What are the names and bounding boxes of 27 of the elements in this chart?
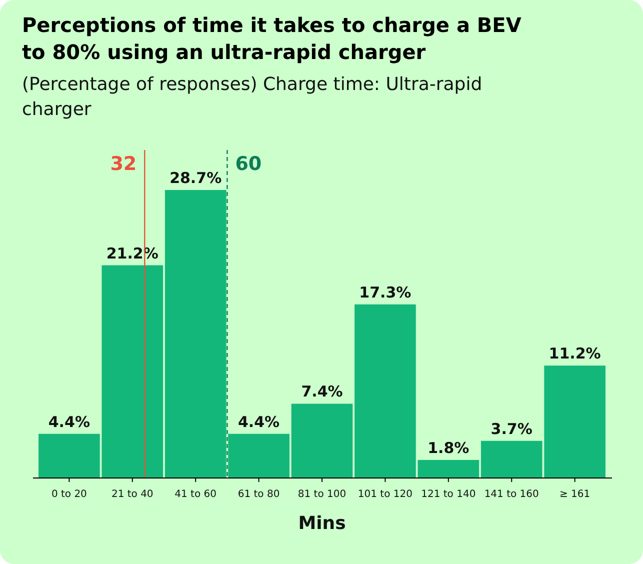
x-tick-label: 121 to 140 (421, 489, 476, 500)
data-label: 3.7% (490, 420, 532, 438)
bar (291, 404, 353, 478)
x-tick-label: 141 to 160 (484, 489, 539, 500)
x-tick-label: ≥ 161 (559, 489, 590, 500)
ref-line-label: 32 (110, 153, 137, 175)
x-tick-label: 0 to 20 (51, 489, 87, 500)
data-label: 17.3% (359, 283, 412, 302)
bar (418, 460, 480, 478)
chart-subtitle: (Percentage of responses) Charge time: Ultra-rapid charger (22, 74, 482, 120)
bar (164, 190, 226, 478)
ref-line-label: 60 (235, 153, 262, 175)
x-tick-label: 101 to 120 (358, 489, 412, 500)
data-label: 11.2% (548, 344, 601, 363)
bar (354, 304, 416, 478)
chart-title: Perceptions of time it takes to charge a BEV to 80% using an ultra-rapid charger (22, 13, 522, 64)
bar (228, 434, 290, 478)
data-label: 4.4% (48, 412, 90, 431)
x-tick-label: 61 to 80 (238, 489, 280, 500)
data-label: 7.4% (301, 382, 343, 401)
x-axis-title: Mins (298, 513, 346, 534)
data-label: 28.7% (170, 169, 222, 187)
data-label: 4.4% (238, 412, 280, 431)
data-label: 1.8% (428, 438, 470, 457)
x-tick-label: 21 to 40 (111, 489, 154, 500)
x-tick-label: 41 to 60 (174, 489, 217, 500)
x-tick-label: 81 to 100 (298, 489, 346, 500)
